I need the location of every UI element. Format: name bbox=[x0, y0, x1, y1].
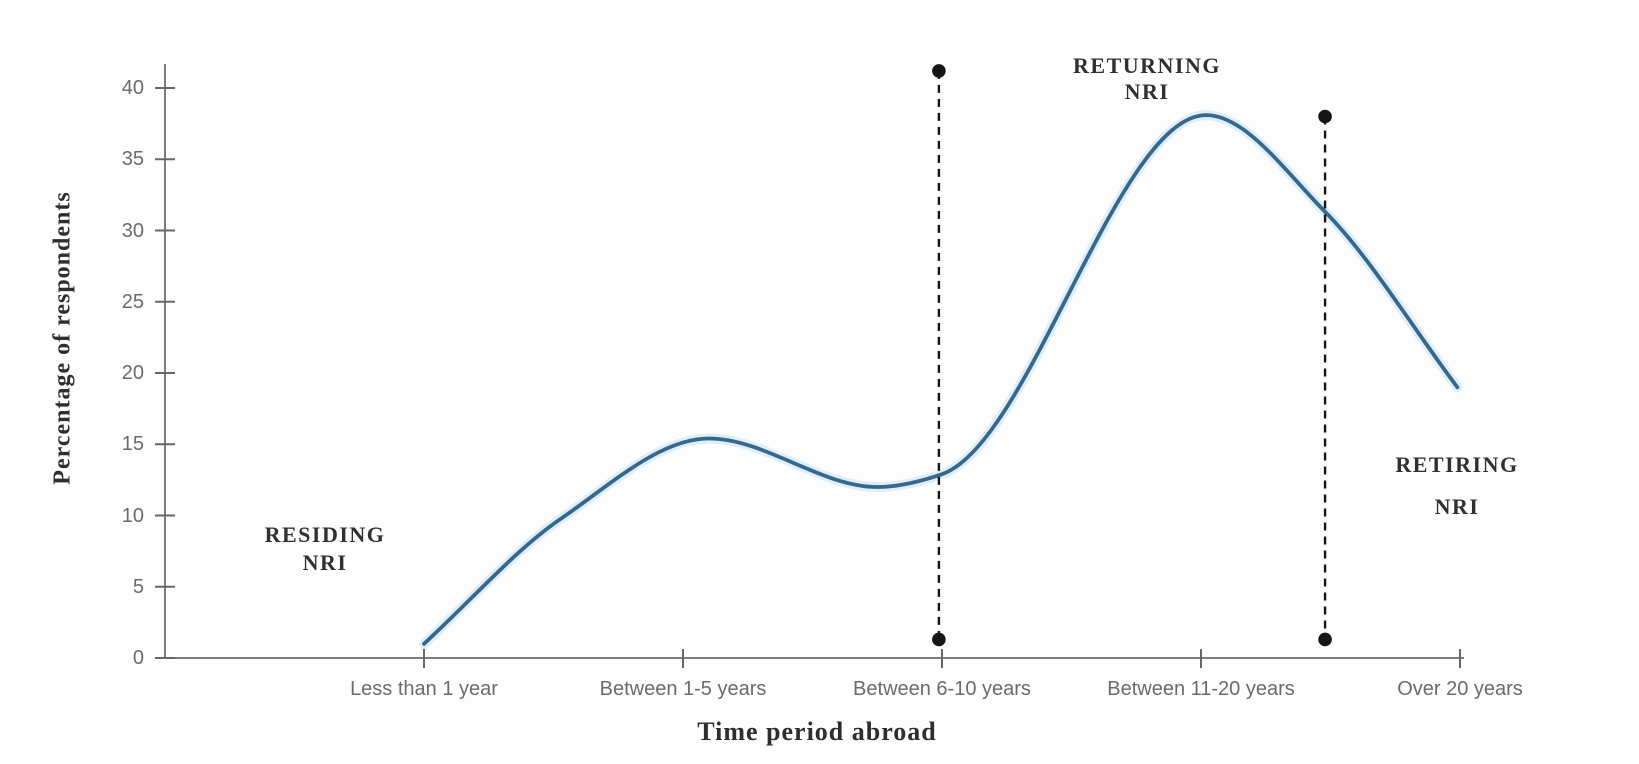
divider-end-dot bbox=[1318, 632, 1332, 647]
series-curve bbox=[422, 113, 1460, 646]
x-tick-label: Between 11-20 years bbox=[1107, 678, 1295, 700]
region-label-line: NRI bbox=[1434, 494, 1480, 519]
region-label-line: NRI bbox=[302, 550, 348, 575]
series-curve-halo bbox=[419, 110, 1463, 649]
region-dividers bbox=[932, 64, 1332, 647]
x-tick-label: Between 1-5 years bbox=[599, 678, 767, 700]
y-axis-title: Percentage of respondents bbox=[49, 191, 76, 485]
region-label-returning-nri: RETURNING NRI bbox=[1017, 53, 1277, 105]
divider-end-dot bbox=[932, 632, 946, 647]
y-tick-label: 15 bbox=[121, 433, 144, 456]
divider-end-dot bbox=[1318, 109, 1332, 124]
x-tick-label: Between 6-10 years bbox=[853, 678, 1031, 700]
y-tick-label: 40 bbox=[121, 77, 144, 99]
y-tick-marks bbox=[155, 87, 175, 659]
y-tick-label: 35 bbox=[121, 148, 144, 171]
region-label-line: NRI bbox=[1124, 79, 1170, 104]
x-axis-title: Time period abroad bbox=[697, 717, 937, 746]
region-label-retiring-nri: RETIRING NRI bbox=[1327, 452, 1587, 520]
region-label-line: RESIDING bbox=[264, 522, 386, 547]
x-tick-label: Less than 1 year bbox=[350, 678, 498, 700]
y-tick-label: 30 bbox=[121, 219, 144, 242]
y-tick-label: 20 bbox=[121, 362, 144, 384]
y-tick-label: 0 bbox=[132, 647, 144, 669]
x-tick-marks bbox=[423, 649, 1461, 668]
y-tick-label: 25 bbox=[121, 290, 144, 313]
region-label-residing-nri: RESIDING NRI bbox=[195, 521, 455, 577]
region-label-line: RETIRING bbox=[1395, 452, 1519, 477]
y-tick-label: 5 bbox=[132, 575, 144, 598]
region-label-line: RETURNING bbox=[1073, 53, 1221, 78]
x-tick-label: Over 20 years bbox=[1397, 678, 1523, 700]
y-tick-label: 10 bbox=[121, 504, 144, 527]
divider-end-dot bbox=[932, 64, 946, 78]
